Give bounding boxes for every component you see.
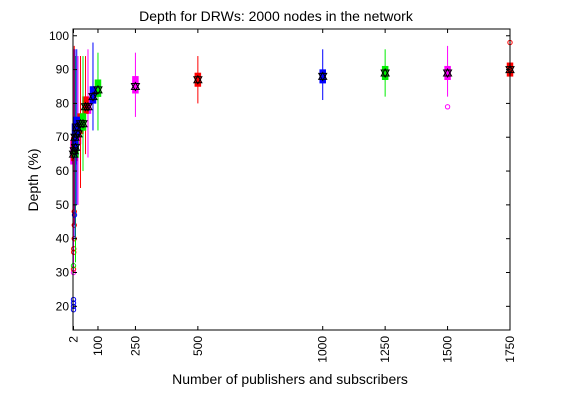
mean-inverted-triangle [317,72,328,82]
x-tick-label: 1250 [378,336,392,363]
chart-title: Depth for DRWs: 2000 nodes in the networ… [139,8,414,24]
red-outlier [71,208,77,215]
axes-frame [72,28,511,331]
mean-inverted-triangle [442,69,453,78]
y-tick-label: 70 [56,130,70,144]
red-box [194,72,202,87]
x-tick-label: 250 [128,336,142,356]
y-tick-label: 40 [56,232,70,246]
mean-inverted-triangle [88,93,98,102]
mean-inverted-triangle [80,103,91,112]
y-tick-label: 100 [49,29,69,43]
y-tick-label: 30 [56,266,70,280]
x-tick-label: 500 [191,336,205,356]
blue-box [319,69,326,84]
mean-inverted-triangle [192,76,203,85]
plot-area [68,39,515,313]
x-axis-label: Number of publishers and subscribers [172,371,408,387]
x-tick-label: 100 [91,336,105,356]
mean-inverted-triangle [130,82,141,92]
mean-inverted-triangle [69,147,80,156]
axis-ticks: 20 30 40 50 60 70 80 90 100 2 100 250 500 1000 1250 150… [49,29,517,363]
y-tick-label: 20 [56,299,70,313]
y-tick-label: 50 [56,198,70,212]
y-tick-label: 60 [56,164,70,178]
magenta-box [444,65,451,80]
y-tick-label: 80 [56,96,70,110]
x-tick-label: 1750 [503,336,517,363]
mean-inverted-triangle [380,69,391,78]
magenta-outlier [444,104,451,110]
y-axis-label: Depth (%) [25,148,41,211]
blue-outlier [71,212,78,218]
mean-inverted-triangle [93,86,103,95]
x-tick-label: 1500 [441,336,455,363]
x-tick-label: 2 [66,336,80,343]
y-tick-label: 90 [56,63,70,77]
green-box [381,65,389,80]
red-outlier [71,222,77,228]
mean-inverted-triangle [71,123,82,133]
x-tick-label: 1000 [316,336,330,363]
